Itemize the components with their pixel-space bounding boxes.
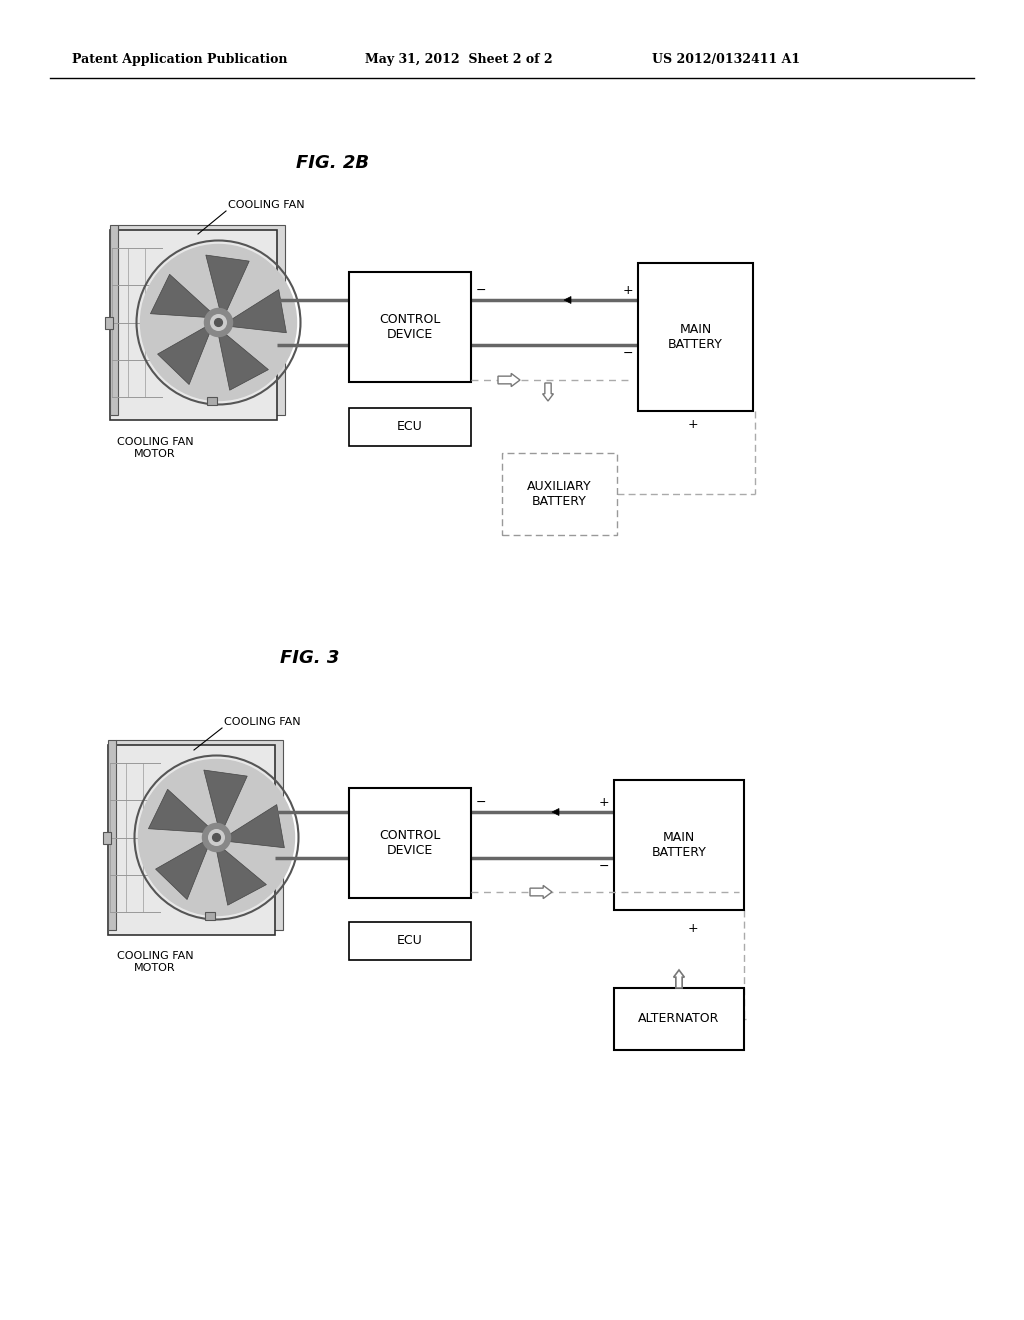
FancyBboxPatch shape [349, 788, 471, 898]
Polygon shape [206, 255, 249, 312]
Bar [108, 741, 116, 931]
Polygon shape [530, 886, 552, 899]
Text: +: + [688, 418, 698, 432]
FancyBboxPatch shape [349, 921, 471, 960]
Text: +: + [645, 272, 655, 285]
FancyBboxPatch shape [614, 780, 744, 909]
Polygon shape [219, 334, 268, 391]
Text: COOLING FAN
MOTOR: COOLING FAN MOTOR [117, 437, 194, 459]
Text: COOLING FAN
MOTOR: COOLING FAN MOTOR [117, 952, 194, 973]
Polygon shape [543, 383, 553, 401]
Circle shape [140, 244, 297, 400]
Text: +: + [342, 338, 354, 352]
Polygon shape [230, 805, 285, 847]
Text: +: + [688, 921, 698, 935]
Text: −: − [342, 805, 354, 818]
Text: −: − [342, 293, 354, 308]
Bar [110, 224, 118, 414]
Text: FIG. 2B: FIG. 2B [296, 154, 370, 172]
Bar [108, 744, 275, 935]
Text: COOLING FAN: COOLING FAN [228, 201, 304, 210]
Circle shape [203, 824, 230, 851]
Polygon shape [204, 770, 247, 826]
Circle shape [213, 834, 220, 841]
Text: −: − [599, 859, 609, 873]
Text: FIG. 3: FIG. 3 [281, 649, 340, 667]
Text: CONTROL
DEVICE: CONTROL DEVICE [379, 313, 440, 341]
Text: MAIN
BATTERY: MAIN BATTERY [668, 323, 723, 351]
Polygon shape [564, 297, 571, 304]
Text: ECU: ECU [397, 421, 423, 433]
FancyBboxPatch shape [614, 987, 744, 1049]
Bar [105, 317, 113, 329]
Text: US 2012/0132411 A1: US 2012/0132411 A1 [652, 54, 800, 66]
Bar [207, 396, 216, 405]
Bar [103, 832, 111, 843]
Circle shape [205, 309, 232, 337]
Polygon shape [158, 327, 210, 384]
Text: ALTERNATOR: ALTERNATOR [638, 1012, 720, 1026]
Text: −: − [476, 796, 486, 808]
Text: −: − [645, 388, 655, 401]
Bar [118, 224, 285, 414]
Text: MAIN
BATTERY: MAIN BATTERY [651, 832, 707, 859]
Circle shape [215, 318, 222, 326]
Polygon shape [156, 842, 208, 899]
Text: CONTROL
DEVICE: CONTROL DEVICE [379, 829, 440, 857]
Text: ECU: ECU [397, 935, 423, 948]
Text: +: + [342, 851, 354, 865]
Text: −: − [476, 284, 486, 297]
Text: +: + [623, 284, 633, 297]
Text: Patent Application Publication: Patent Application Publication [72, 54, 288, 66]
Polygon shape [151, 275, 210, 317]
Polygon shape [148, 789, 208, 833]
FancyBboxPatch shape [638, 263, 753, 411]
FancyBboxPatch shape [349, 408, 471, 446]
Bar [110, 230, 278, 420]
Text: May 31, 2012  Sheet 2 of 2: May 31, 2012 Sheet 2 of 2 [365, 54, 553, 66]
Text: −: − [623, 346, 633, 359]
Text: +: + [599, 796, 609, 808]
Circle shape [209, 830, 224, 845]
Bar [116, 741, 283, 931]
Text: AUXILIARY
BATTERY: AUXILIARY BATTERY [527, 480, 592, 508]
Polygon shape [674, 970, 684, 987]
Text: COOLING FAN: COOLING FAN [224, 717, 301, 727]
FancyBboxPatch shape [349, 272, 471, 381]
Circle shape [138, 759, 295, 916]
Bar [205, 912, 214, 920]
Circle shape [211, 314, 226, 330]
Polygon shape [231, 289, 287, 333]
Text: +: + [616, 788, 628, 801]
Polygon shape [217, 849, 266, 906]
FancyBboxPatch shape [502, 453, 617, 535]
Text: −: − [616, 891, 628, 903]
Polygon shape [498, 374, 520, 387]
Polygon shape [552, 808, 559, 816]
